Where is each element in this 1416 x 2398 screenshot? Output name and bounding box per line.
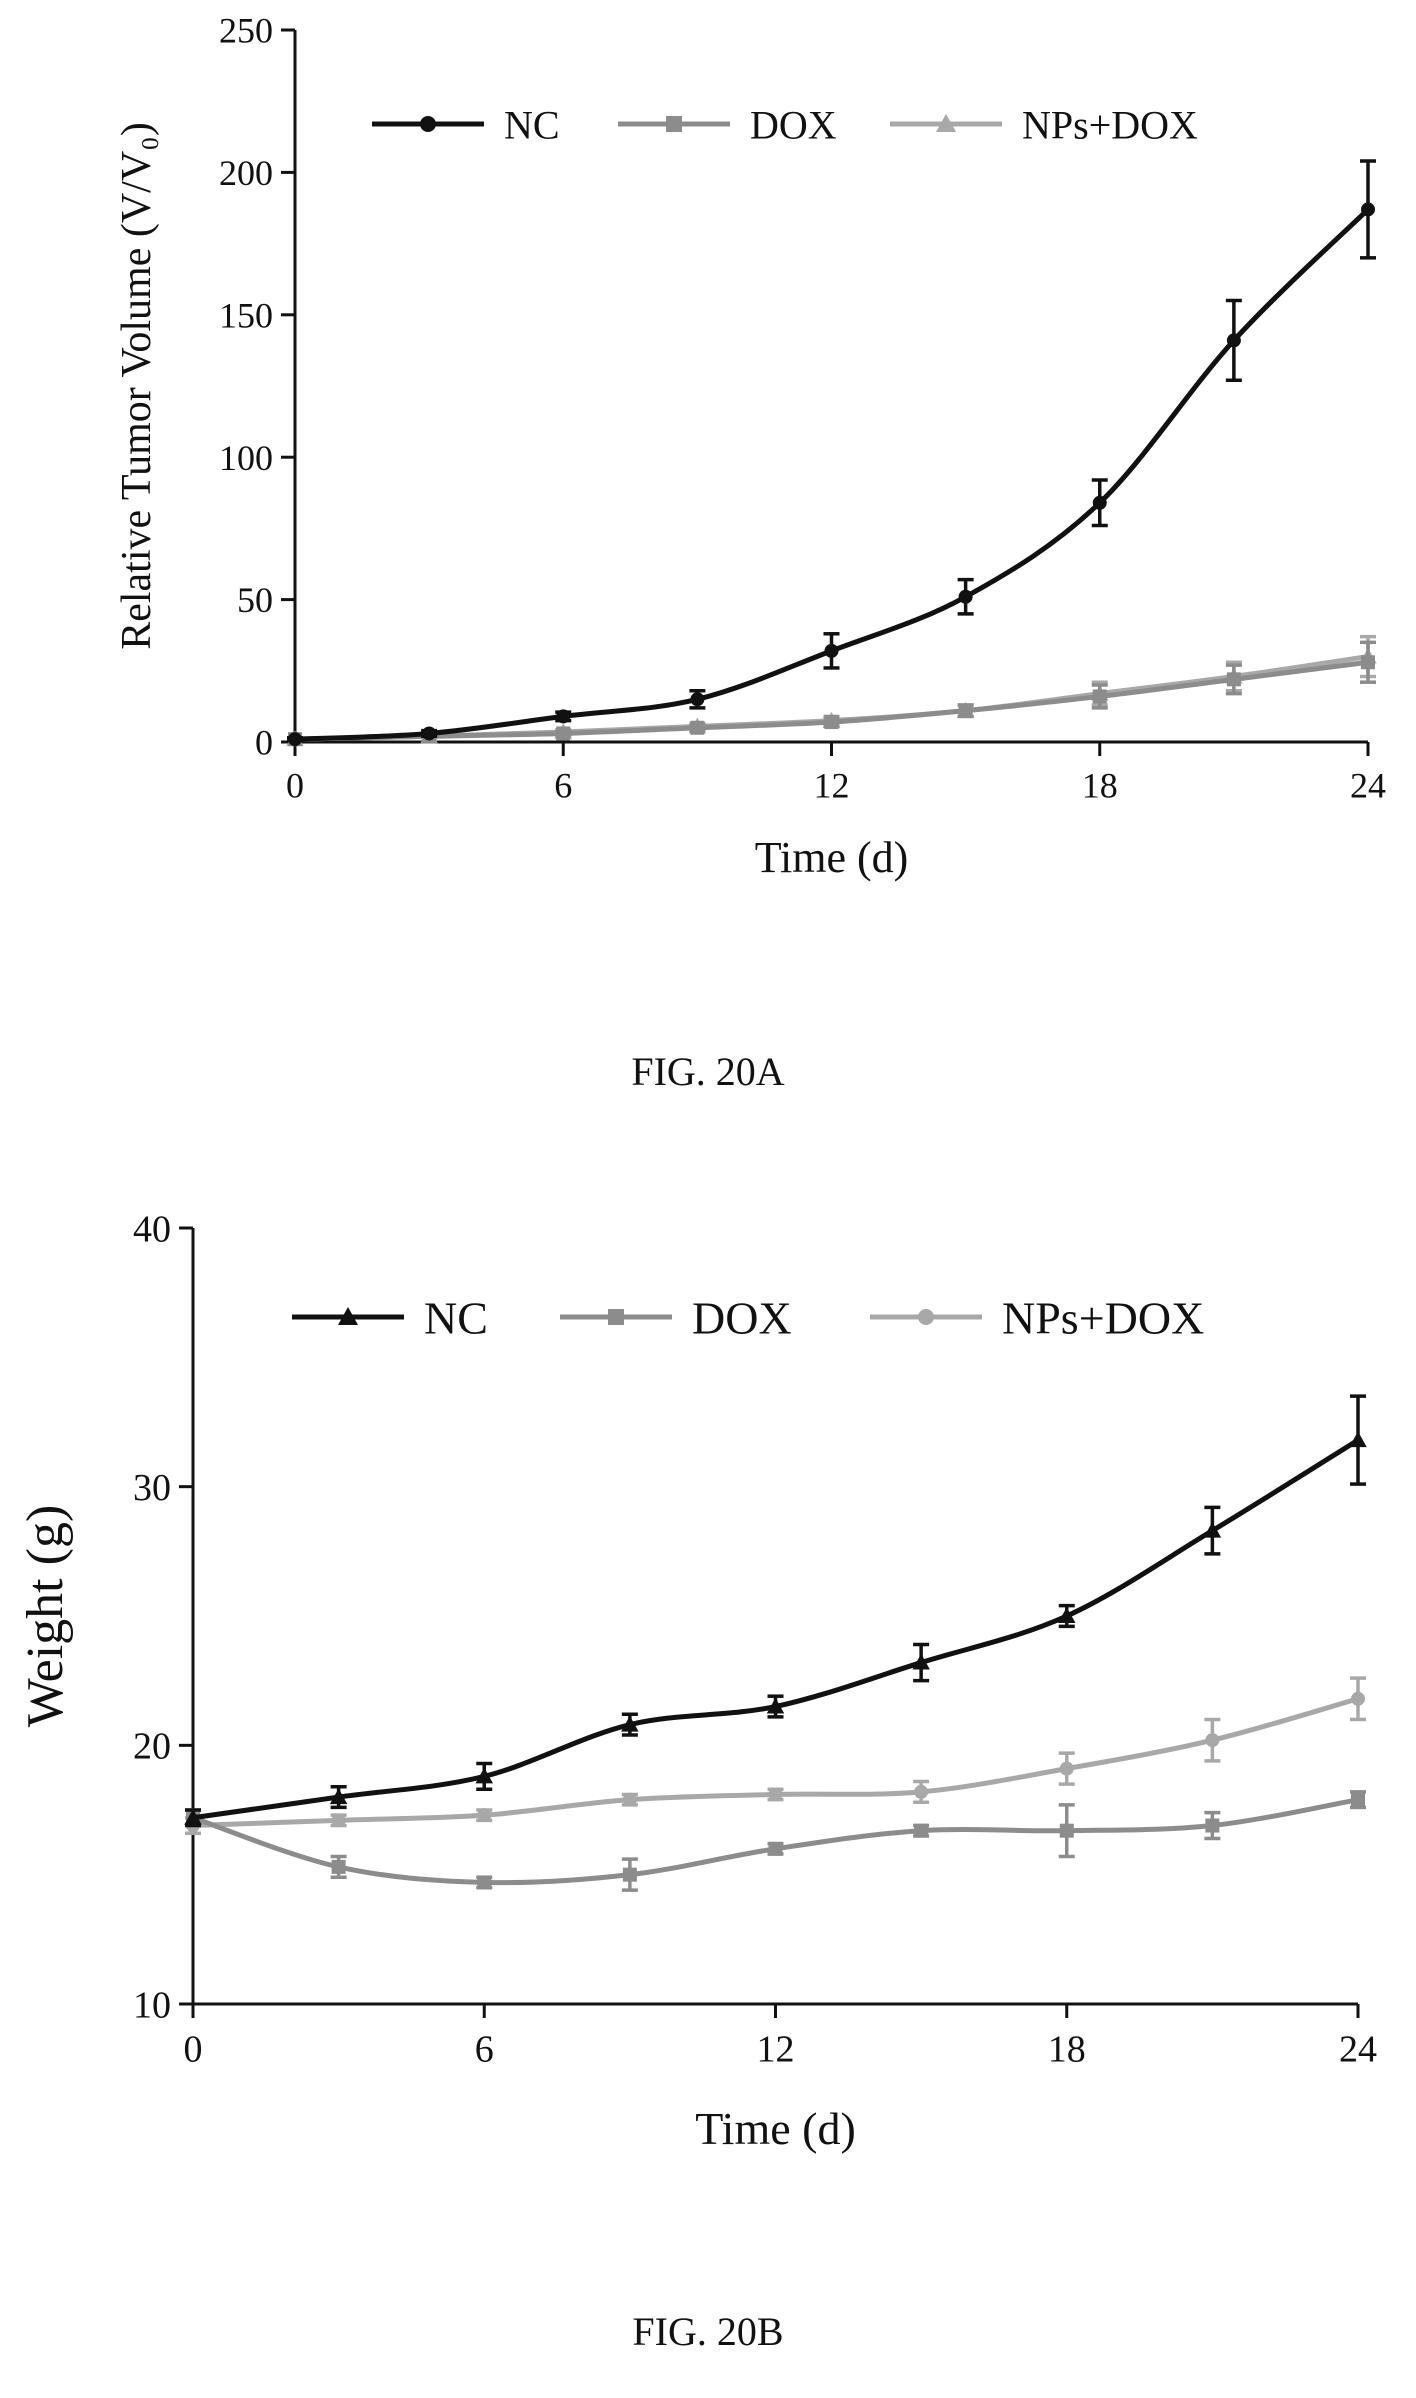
y-axis-title: Weight (g) [17, 1505, 74, 1728]
data-point [1361, 202, 1375, 217]
series-nc [184, 1394, 1367, 1828]
x-tick-label: 18 [1048, 2029, 1086, 2071]
legend-marker [936, 114, 956, 132]
data-point [288, 732, 302, 747]
data-point [422, 726, 437, 741]
data-point [1092, 689, 1107, 704]
data-point [912, 1653, 930, 1670]
data-point [477, 1808, 492, 1823]
legend-label: DOX [692, 1293, 792, 1344]
y-tick-label: 200 [219, 153, 273, 193]
figure-20a-caption: FIG. 20A [631, 1049, 785, 1094]
x-axis-title: Time (d) [755, 833, 909, 882]
figure-20b-caption: FIG. 20B [632, 2309, 784, 2354]
data-point [824, 715, 839, 730]
tumor-volume-chart: 0 6 12 18 24 0 50 100 150 200 250 Time (d) Relative … [114, 11, 1386, 882]
data-point [331, 1813, 346, 1828]
legend-item: NC [292, 1293, 488, 1344]
x-tick-label: 24 [1350, 765, 1386, 805]
x-tick-label: 12 [814, 765, 850, 805]
data-point [331, 1859, 346, 1874]
legend-label: NC [424, 1293, 488, 1344]
data-point [329, 1788, 348, 1805]
y-axis-title: Relative Tumor Volume (V/V₀) [114, 122, 160, 650]
legend-marker [666, 116, 682, 132]
series-line [192, 1797, 1359, 1886]
legend-marker [608, 1309, 624, 1325]
data-point [768, 1841, 783, 1856]
legend: NC DOX NPs+DOX [372, 102, 1198, 147]
data-point [475, 1767, 493, 1784]
data-point [622, 1867, 637, 1882]
data-point [1349, 1431, 1367, 1448]
figure-20b: 0 6 12 18 24 10 20 30 40 Time (d) Weight (g) NC DOX N… [0, 1180, 1416, 2398]
legend-item: DOX [560, 1293, 792, 1344]
legend-item: NC [372, 102, 560, 147]
data-point [477, 1875, 492, 1890]
series-line [294, 207, 1370, 742]
legend-label: NPs+DOX [1022, 102, 1198, 147]
y-tick-label: 40 [133, 1208, 171, 1250]
data-point [1361, 655, 1375, 670]
data-point [556, 726, 571, 741]
data-point [622, 1792, 637, 1807]
legend-item: NPs+DOX [890, 102, 1198, 147]
legend-label: NPs+DOX [1002, 1293, 1204, 1344]
series-line [192, 1437, 1360, 1821]
data-point [1059, 1761, 1074, 1776]
data-point [1059, 1823, 1074, 1838]
x-axis-title: Time (d) [695, 2103, 856, 2154]
data-point [1226, 672, 1241, 687]
data-point [1058, 1607, 1076, 1623]
data-point [768, 1787, 783, 1802]
y-tick-label: 250 [219, 11, 273, 51]
data-point [958, 703, 973, 718]
data-point [914, 1823, 929, 1838]
data-point [1351, 1792, 1365, 1807]
data-point [690, 692, 705, 707]
y-tick-label: 30 [133, 1467, 171, 1509]
data-point [1226, 333, 1241, 348]
x-tick-label: 24 [1339, 2029, 1377, 2071]
x-tick-label: 0 [184, 2029, 203, 2071]
y-tick-label: 100 [219, 438, 273, 478]
y-tick-label: 0 [255, 723, 273, 763]
series-dox [185, 1790, 1366, 1892]
data-point [621, 1715, 639, 1732]
data-point [690, 720, 705, 735]
data-point [1203, 1521, 1222, 1538]
legend-label: NC [504, 102, 560, 147]
x-tick-label: 18 [1082, 765, 1118, 805]
x-tick-label: 12 [757, 2029, 795, 2071]
y-tick-label: 50 [237, 580, 273, 620]
y-tick-label: 150 [219, 295, 273, 335]
legend-marker [338, 1307, 358, 1325]
y-tick-label: 10 [133, 1984, 171, 2026]
legend-label: DOX [750, 102, 837, 147]
legend: NC DOX NPs+DOX [292, 1293, 1204, 1344]
data-point [914, 1784, 929, 1799]
data-point [1205, 1733, 1220, 1748]
legend-marker [420, 116, 436, 132]
y-tick-label: 20 [133, 1726, 171, 1768]
x-tick-label: 6 [554, 765, 572, 805]
data-point [1092, 495, 1107, 510]
data-point [556, 709, 571, 724]
data-point [1351, 1691, 1365, 1706]
legend-marker [918, 1309, 934, 1325]
data-point [184, 1809, 202, 1825]
x-tick-label: 0 [286, 765, 304, 805]
data-point [766, 1697, 785, 1714]
data-point [958, 589, 973, 604]
series-dox [287, 640, 1376, 747]
legend-item: DOX [618, 102, 837, 147]
legend-item: NPs+DOX [870, 1293, 1204, 1344]
data-point [824, 643, 839, 658]
data-point [1205, 1818, 1220, 1833]
figure-20a: 0 6 12 18 24 0 50 100 150 200 250 Time (d) Relative … [0, 0, 1416, 1180]
series-nc [287, 159, 1376, 747]
x-tick-label: 6 [475, 2029, 494, 2071]
